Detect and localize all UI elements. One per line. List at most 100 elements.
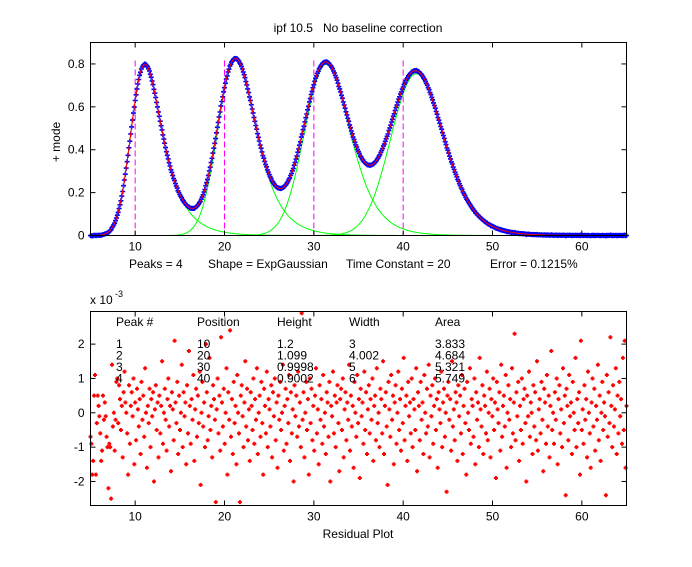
residual-point: [114, 379, 119, 384]
residual-point: [370, 376, 375, 381]
residual-point: [124, 410, 129, 415]
residual-point: [297, 424, 301, 429]
residual-point: [381, 359, 386, 364]
residual-point: [332, 393, 337, 398]
residual-point: [569, 452, 574, 456]
residual-point: [420, 400, 425, 405]
residual-point: [365, 407, 370, 412]
residual-point: [311, 403, 316, 408]
residual-point: [254, 417, 258, 422]
residual-point: [245, 386, 250, 391]
residual-point: [157, 393, 162, 398]
residual-point: [356, 421, 361, 426]
residual-point: [94, 421, 99, 426]
residual-point: [280, 362, 285, 367]
residual-point: [228, 328, 233, 333]
residual-point: [213, 500, 218, 505]
residual-point: [289, 431, 294, 436]
residual-point: [476, 400, 480, 405]
residual-point: [308, 421, 313, 426]
residual-point: [167, 424, 172, 429]
residual-point: [297, 400, 302, 405]
residual-point: [595, 362, 600, 367]
time-constant-label: Time Constant = 20: [346, 257, 451, 271]
residual-point: [252, 441, 257, 446]
residual-point: [236, 410, 241, 415]
residual-point: [488, 455, 493, 460]
residual-point: [141, 393, 146, 398]
residual-point: [493, 476, 498, 480]
residual-point: [286, 421, 291, 426]
residual-point: [151, 390, 156, 395]
residual-point: [561, 366, 565, 371]
residual-point: [619, 397, 624, 402]
residual-point: [433, 376, 437, 381]
residual-point: [531, 383, 536, 388]
residual-point: [201, 424, 206, 429]
residual-point: [572, 428, 577, 432]
residual-point: [357, 476, 362, 480]
y-tick-label: 0.6: [68, 100, 85, 114]
residual-point: [434, 397, 439, 402]
residual-point: [338, 397, 343, 402]
exponent-power: -3: [115, 289, 123, 299]
residual-point: [219, 335, 224, 340]
residual-point: [390, 417, 395, 422]
residual-point: [428, 393, 433, 398]
residual-point: [198, 482, 203, 487]
residual-point: [329, 403, 334, 408]
residual-point: [279, 428, 284, 432]
y-axis-label: + mode: [49, 121, 63, 162]
residual-point: [463, 421, 468, 426]
residual-point: [270, 455, 275, 460]
x-tick-label: 10: [128, 510, 142, 524]
residual-point: [399, 448, 403, 453]
residual-point: [403, 403, 408, 408]
residual-point: [272, 376, 277, 381]
residual-point: [603, 493, 608, 498]
residual-point: [410, 445, 415, 450]
residual-point: [304, 379, 309, 384]
residual-point: [224, 366, 229, 371]
residual-point: [305, 428, 309, 432]
residual-point: [301, 390, 306, 395]
residual-point: [535, 359, 539, 364]
residual-point: [455, 458, 460, 463]
residual-point: [317, 383, 322, 388]
residual-point: [380, 431, 385, 436]
residual-point: [395, 410, 400, 415]
residual-point: [91, 458, 96, 463]
residual-point: [287, 373, 292, 377]
residual-point: [411, 397, 416, 402]
residual-point: [341, 455, 346, 460]
table-cell: 5.321: [435, 360, 465, 374]
residual-point: [417, 438, 422, 443]
residual-point: [97, 414, 102, 419]
residual-point: [273, 438, 278, 443]
residual-point: [433, 428, 438, 432]
residual-point: [476, 445, 481, 450]
residual-point: [506, 383, 511, 388]
residual-point: [478, 407, 483, 412]
residual-point: [458, 393, 463, 398]
error-label: Error = 0.1215%: [490, 257, 578, 271]
residual-point: [133, 400, 138, 405]
x-tick-label: 10: [128, 240, 142, 254]
residual-point: [217, 393, 222, 398]
residual-point: [125, 431, 130, 436]
residual-point: [258, 434, 263, 439]
residual-point: [557, 383, 562, 388]
residual-point: [212, 397, 216, 402]
residual-point: [569, 400, 573, 405]
residual-point: [342, 407, 347, 412]
residual-point: [144, 410, 148, 415]
residual-point: [518, 403, 522, 408]
residual-point: [315, 407, 320, 412]
residual-point: [406, 379, 411, 384]
table-cell: 1.2: [277, 337, 294, 351]
col-header-height: Height: [277, 315, 312, 329]
table-cell: 1.099: [277, 349, 307, 363]
residual-point: [446, 379, 451, 384]
table-cell: 30: [197, 360, 211, 374]
residual-point: [475, 417, 480, 422]
